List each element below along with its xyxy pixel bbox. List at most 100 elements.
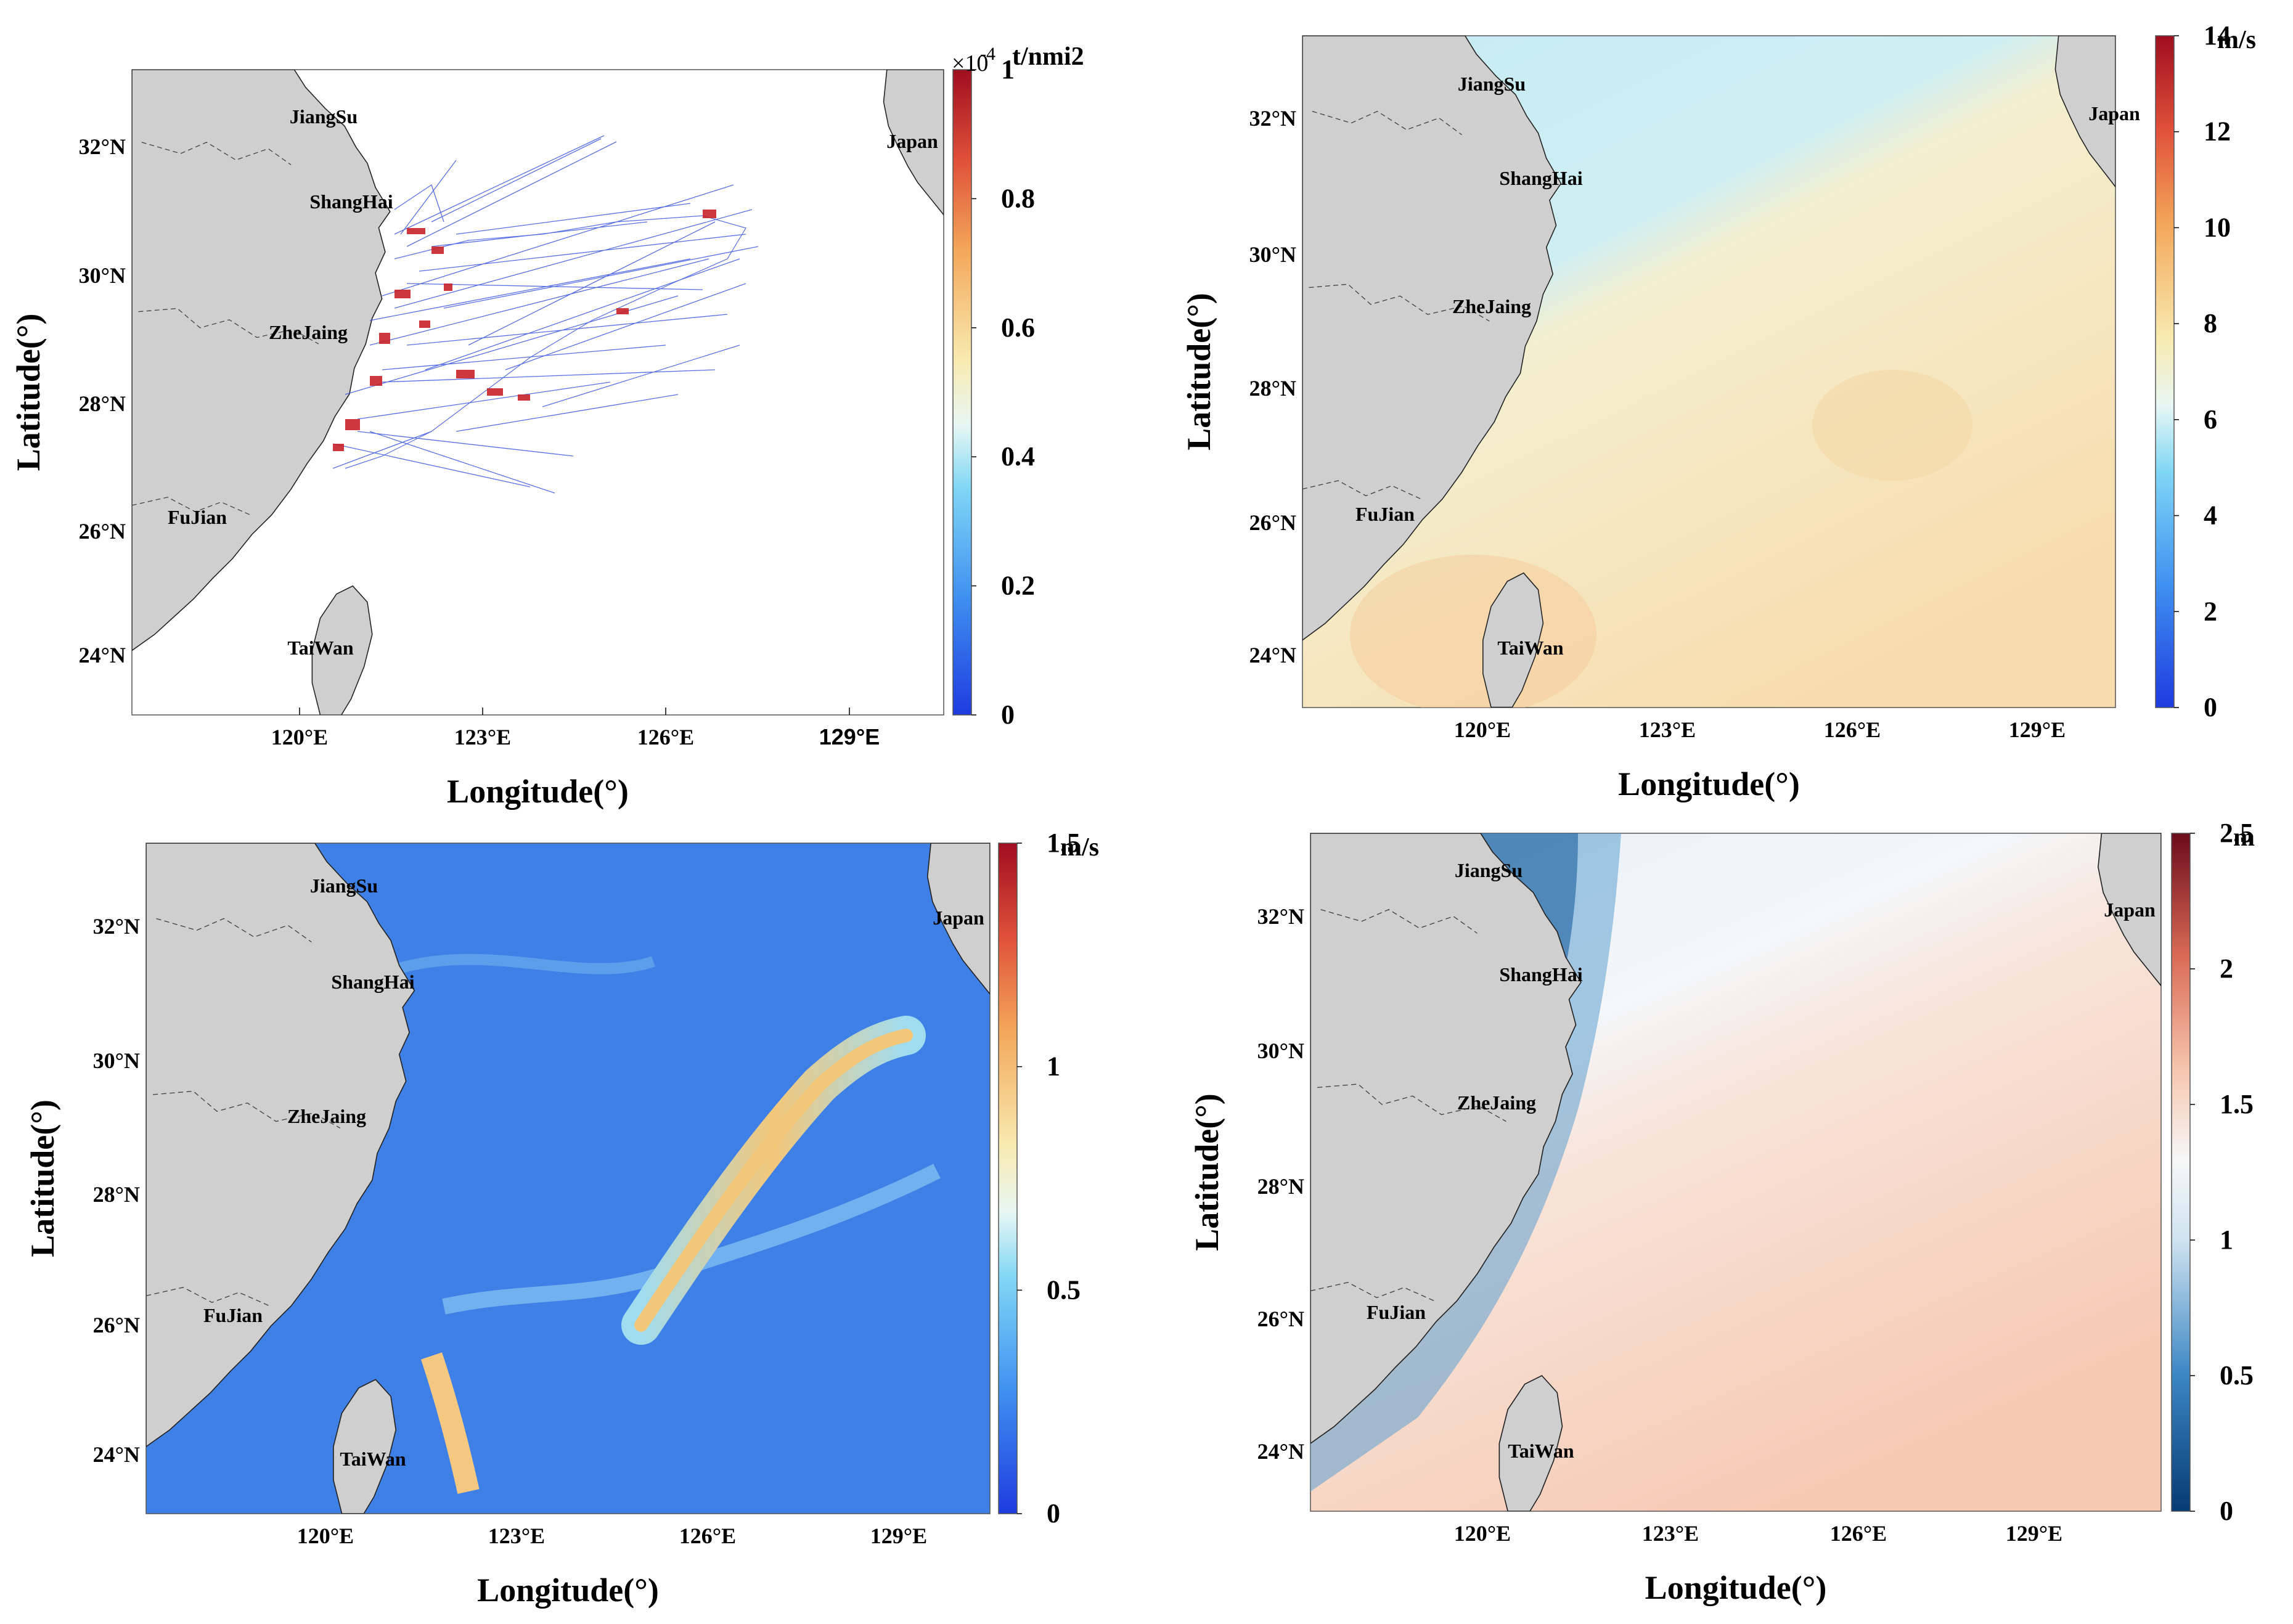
x-tick-label: 126°E: [637, 725, 694, 749]
panel-b-wind-speed-map: [1302, 35, 2116, 708]
place-label: ZheJaing: [269, 321, 348, 343]
place-label: TaiWan: [1508, 1440, 1574, 1462]
axis-ticks-a: [299, 708, 850, 715]
x-tick-label: 120°E: [271, 725, 328, 749]
colorbar-tick-label: 1: [1001, 54, 1015, 84]
colorbar-tick-label: 0.5: [1047, 1275, 1081, 1305]
place-label: TaiWan: [1497, 637, 1564, 659]
colorbar-tick-label: 14: [2204, 20, 2231, 51]
panel-d-wave-height-map: [1310, 833, 2162, 1512]
colorbar: [998, 843, 1018, 1514]
colorbar: [2155, 35, 2175, 708]
y-tick-label: 32°N: [93, 914, 140, 939]
colorbar-tick-label: 0.2: [1001, 571, 1035, 601]
x-axis-label: Longitude(°): [447, 773, 629, 810]
colorbar-tick-label: 0: [1001, 700, 1015, 730]
y-tick-label: 30°N: [93, 1048, 140, 1073]
y-tick-label: 32°N: [1249, 106, 1296, 131]
y-axis-label: Latitude(°): [1180, 293, 1217, 451]
vessel-tracks: [332, 135, 759, 494]
place-label: ZheJaing: [1457, 1092, 1536, 1114]
y-tick-label: 26°N: [79, 519, 126, 544]
x-tick-label: 129°E: [2006, 1521, 2062, 1546]
place-label: ZheJaing: [1452, 295, 1531, 317]
colorbar: [952, 69, 972, 716]
panel-a-fishing-density-map: [131, 69, 944, 716]
colorbar-unit: m/s: [1060, 833, 1099, 862]
place-label: TaiWan: [287, 637, 354, 659]
place-label: ShangHai: [309, 190, 393, 213]
x-tick-label: 129°E: [819, 724, 880, 749]
x-tick-label: 129°E: [2009, 717, 2066, 742]
y-tick-label: 24°N: [93, 1442, 140, 1467]
x-tick-label: 126°E: [1824, 717, 1881, 742]
x-tick-label: 126°E: [679, 1524, 736, 1548]
x-tick-label: 123°E: [1642, 1521, 1699, 1546]
colorbar-tick-label: 2: [2220, 953, 2233, 984]
x-tick-label: 123°E: [1639, 717, 1696, 742]
place-label: Japan: [886, 130, 938, 152]
colorbar-tick-label: 1: [2220, 1225, 2233, 1255]
y-tick-label: 30°N: [1249, 242, 1296, 267]
y-tick-label: 24°N: [1249, 643, 1296, 667]
y-tick-label: 26°N: [1249, 510, 1296, 535]
place-label: Japan: [2088, 102, 2140, 124]
y-tick-label: 28°N: [79, 391, 126, 416]
colorbar-tick-label: 0.5: [2220, 1360, 2254, 1390]
high-density-cells: [333, 210, 716, 451]
y-tick-label: 28°N: [93, 1182, 140, 1207]
y-axis-label: Latitude(°): [1188, 1093, 1225, 1251]
colorbar-unit: m: [2233, 823, 2255, 852]
place-label: FuJian: [1355, 503, 1415, 525]
colorbar-unit: m/s: [2217, 26, 2256, 54]
colorbar-tick-label: 4: [2204, 500, 2217, 531]
place-label: ShangHai: [1499, 963, 1582, 985]
y-axis-label: Latitude(°): [24, 1100, 61, 1257]
colorbar-exponent: ×10: [952, 51, 988, 76]
colorbar-tick-label: 0.8: [1001, 183, 1035, 213]
colorbar-tick-label: 0.4: [1001, 441, 1035, 471]
place-label: Japan: [2104, 899, 2156, 921]
colorbar-tick-label: 0: [2204, 692, 2217, 722]
x-tick-label: 120°E: [1454, 1521, 1511, 1546]
colorbar-tick-label: 0: [2220, 1496, 2233, 1526]
y-tick-label: 30°N: [79, 263, 126, 288]
x-tick-label: 120°E: [297, 1524, 354, 1548]
place-label: ShangHai: [331, 971, 414, 993]
y-tick-label: 26°N: [1257, 1307, 1304, 1331]
place-label: JiangSu: [310, 875, 378, 897]
colorbar-tick-label: 1: [1047, 1051, 1060, 1082]
x-tick-label: 123°E: [454, 725, 511, 749]
x-axis-label: Longitude(°): [477, 1572, 659, 1609]
y-tick-label: 30°N: [1257, 1038, 1304, 1063]
y-tick-label: 24°N: [79, 643, 126, 667]
y-tick-label: 32°N: [1257, 904, 1304, 929]
y-tick-label: 24°N: [1257, 1439, 1304, 1464]
colorbar-tick-label: 2.5: [2220, 818, 2254, 848]
colorbar-tick-label: 10: [2204, 212, 2231, 242]
place-label: FuJian: [203, 1304, 263, 1326]
y-axis-label: Latitude(°): [10, 314, 47, 471]
place-label: JiangSu: [1458, 73, 1526, 95]
place-label: ShangHai: [1499, 167, 1582, 189]
x-tick-label: 123°E: [488, 1524, 545, 1548]
panel-c-current-speed-map: [145, 843, 991, 1514]
colorbar-tick-label: 1.5: [1047, 828, 1081, 858]
place-label: ZheJaing: [287, 1105, 366, 1127]
colorbar-tick-label: 12: [2204, 116, 2231, 147]
x-axis-label: Longitude(°): [1645, 1569, 1827, 1606]
colorbar-unit: t/nmi2: [1012, 43, 1084, 71]
place-label: JiangSu: [290, 105, 358, 128]
x-tick-label: 126°E: [1830, 1521, 1887, 1546]
colorbar-tick-label: 2: [2204, 596, 2217, 626]
place-label: Japan: [933, 907, 984, 929]
x-tick-label: 120°E: [1454, 717, 1511, 742]
place-label: FuJian: [1367, 1301, 1426, 1323]
colorbar-tick-label: 0.6: [1001, 312, 1035, 343]
y-tick-label: 28°N: [1249, 376, 1296, 401]
colorbar-exponent-power: -4: [980, 44, 995, 64]
y-tick-label: 32°N: [79, 134, 126, 159]
colorbar-tick-label: 0: [1047, 1498, 1060, 1528]
